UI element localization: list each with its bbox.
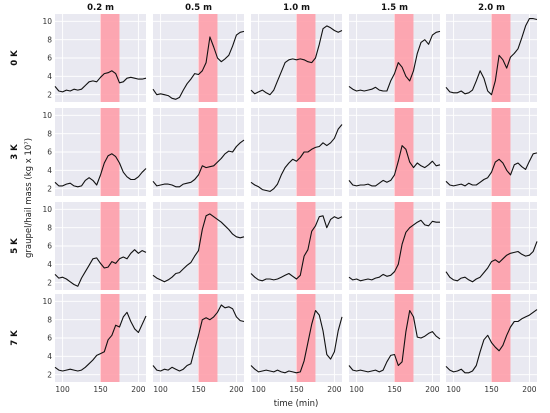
series-line (250, 124, 343, 192)
highlight-band (296, 14, 316, 102)
y-tick-label: 10 (42, 17, 52, 26)
y-tick-label: 6 (47, 334, 52, 343)
x-tick-label: 150 (93, 385, 108, 394)
x-tick-label: 150 (289, 385, 304, 394)
y-tick-label: 10 (42, 205, 52, 214)
series-line (445, 309, 538, 374)
highlight-band (100, 108, 120, 196)
series-line (445, 152, 538, 187)
x-tick-label: 100 (349, 385, 364, 394)
y-tick-label: 6 (47, 148, 52, 157)
y-tick-label: 2 (47, 278, 52, 287)
highlight-band (491, 108, 511, 196)
series-line (445, 18, 538, 96)
x-tick-label: 200 (229, 385, 244, 394)
highlight-band (491, 294, 511, 382)
y-tick-label: 6 (47, 54, 52, 63)
highlight-band (100, 202, 120, 290)
series-line (250, 215, 343, 282)
series-line (152, 304, 245, 372)
row-label: 3 K (10, 144, 20, 160)
x-tick-label: 150 (484, 385, 499, 394)
y-tick-label: 8 (47, 315, 52, 324)
highlight-band (394, 108, 414, 196)
column-title: 1.0 m (283, 3, 310, 13)
y-tick-label: 4 (47, 72, 52, 81)
series-line (152, 30, 245, 100)
y-tick-label: 10 (42, 111, 52, 120)
row-label: 5 K (10, 238, 20, 254)
x-tick-label: 150 (191, 385, 206, 394)
y-tick-label: 8 (47, 129, 52, 138)
x-tick-label: 100 (55, 385, 70, 394)
y-tick-label: 4 (47, 166, 52, 175)
series-line (250, 25, 343, 96)
column-title: 0.5 m (185, 3, 212, 13)
y-tick-label: 2 (47, 90, 52, 99)
row-label: 7 K (10, 330, 20, 346)
highlight-band (491, 202, 511, 290)
highlight-band (100, 14, 120, 102)
row-label: 0 K (10, 50, 20, 66)
x-axis-label: time (min) (274, 399, 319, 409)
x-tick-label: 200 (425, 385, 440, 394)
series-line (54, 311, 147, 372)
x-tick-label: 200 (522, 385, 537, 394)
y-tick-label: 2 (47, 184, 52, 193)
highlight-band (394, 294, 414, 382)
x-tick-label: 100 (251, 385, 266, 394)
series-line (54, 153, 147, 188)
highlight-band (198, 202, 218, 290)
y-tick-label: 8 (47, 35, 52, 44)
x-tick-label: 150 (387, 385, 402, 394)
x-tick-label: 200 (131, 385, 146, 394)
x-tick-label: 200 (327, 385, 342, 394)
highlight-band (394, 14, 414, 102)
y-tick-label: 4 (47, 260, 52, 269)
highlight-band (198, 108, 218, 196)
highlight-band (198, 14, 218, 102)
series-line (152, 139, 245, 188)
column-title: 2.0 m (478, 3, 505, 13)
series-line (54, 70, 147, 93)
highlight-band (296, 294, 316, 382)
highlight-band (394, 202, 414, 290)
highlight-band (198, 294, 218, 382)
series-line (348, 219, 440, 282)
y-tick-label: 4 (47, 352, 52, 361)
column-title: 0.2 m (87, 3, 114, 13)
x-tick-label: 100 (153, 385, 168, 394)
series-line (250, 309, 343, 374)
y-tick-label: 2 (47, 370, 52, 379)
y-axis-label: graupel/hail mass (kg x 10⁷) (24, 138, 34, 258)
y-tick-label: 10 (42, 297, 52, 306)
y-tick-label: 6 (47, 242, 52, 251)
series-line (54, 249, 147, 287)
y-tick-label: 8 (47, 223, 52, 232)
series-line (348, 145, 441, 187)
series-line (348, 30, 441, 92)
column-title: 1.5 m (381, 3, 408, 13)
series-line (348, 309, 441, 373)
series-line (152, 213, 245, 283)
series-line (445, 241, 538, 283)
x-tick-label: 100 (446, 385, 461, 394)
